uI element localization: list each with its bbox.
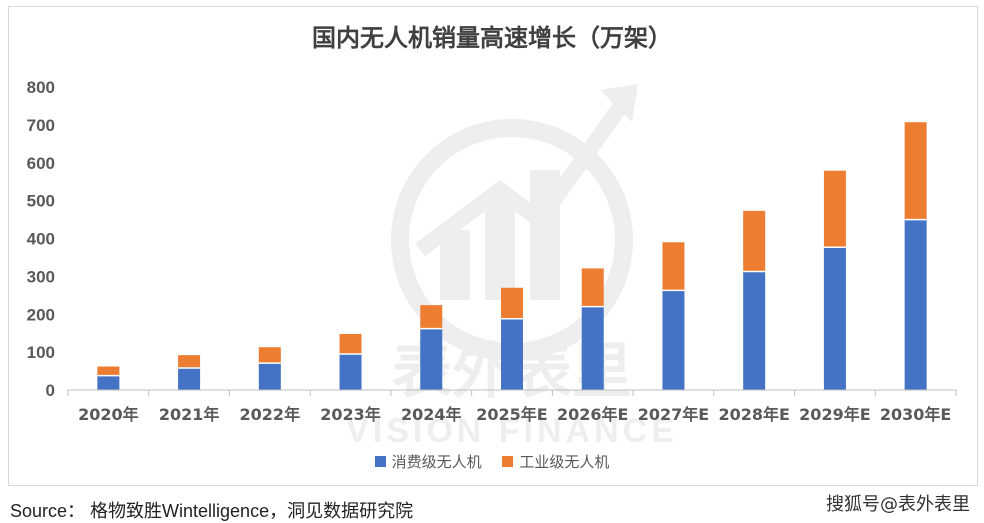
y-tick-label: 200 <box>27 305 55 324</box>
bar-consumer <box>97 375 120 390</box>
y-tick-label: 100 <box>27 343 55 362</box>
chart-frame <box>8 6 978 486</box>
x-tick-label: 2028年E <box>718 405 789 424</box>
bar-industrial <box>501 287 523 319</box>
x-tick-label: 2020年 <box>78 405 139 424</box>
bar-industrial <box>904 122 927 220</box>
bar-consumer <box>339 354 362 390</box>
bar-industrial <box>420 305 443 329</box>
source-text: Source： 格物致胜Wintelligence，洞见数据研究院 <box>10 501 414 521</box>
chart-title: 国内无人机销量高速增长（万架） <box>312 24 672 52</box>
y-tick-label: 400 <box>27 230 55 249</box>
bar-consumer <box>581 306 604 390</box>
bar-consumer <box>904 219 927 390</box>
watermark-text: VISION FINANCE <box>346 412 678 450</box>
x-tick-label: 2024年 <box>401 405 462 424</box>
y-tick-label: 800 <box>27 78 55 97</box>
legend-swatch-consumer <box>374 456 386 467</box>
x-tick-label: 2022年 <box>240 405 301 424</box>
bar-consumer <box>258 363 281 390</box>
legend-label-consumer: 消费级无人机 <box>391 453 482 471</box>
watermark-logo: 表外表里 VISION FINANCE <box>346 84 678 450</box>
y-tick-label: 500 <box>27 192 55 211</box>
x-tick-label: 2023年 <box>320 405 381 424</box>
legend-swatch-industrial <box>502 456 514 467</box>
bar-industrial <box>823 170 846 248</box>
bar-consumer <box>743 271 766 390</box>
bar-industrial <box>662 242 685 291</box>
y-tick-label: 700 <box>27 116 55 135</box>
bars <box>97 122 927 390</box>
bar-consumer <box>178 368 201 390</box>
bar-consumer <box>501 318 523 390</box>
credit-text: 搜狐号@表外表里 <box>826 494 970 515</box>
x-axis: 2020年 2021年 2022年 2023年 2024年 2025年E 2026年E 202… <box>67 390 957 424</box>
y-tick-label: 0 <box>46 381 55 400</box>
bar-industrial <box>258 347 281 364</box>
bar-industrial <box>339 333 362 355</box>
legend-item-consumer: 消费级无人机 <box>374 451 482 472</box>
bar-consumer <box>420 328 443 390</box>
y-axis: 0 100 200 300 400 500 600 700 800 <box>27 78 55 400</box>
legend-label-industrial: 工业级无人机 <box>519 453 610 471</box>
bar-consumer <box>823 247 846 390</box>
x-tick-label: 2025年E <box>476 405 547 424</box>
x-tick-label: 2029年E <box>799 405 870 424</box>
legend: 消费级无人机 工业级无人机 <box>0 451 984 472</box>
y-tick-label: 600 <box>27 154 55 173</box>
x-tick-label: 2026年E <box>557 405 628 424</box>
bar-consumer <box>662 290 685 390</box>
x-tick-label: 2027年E <box>638 405 709 424</box>
bar-industrial <box>178 355 201 369</box>
x-tick-label: 2021年 <box>159 405 220 424</box>
legend-item-industrial: 工业级无人机 <box>502 451 609 472</box>
bar-industrial <box>581 268 604 307</box>
bar-industrial <box>97 366 120 376</box>
x-tick-label: 2030年E <box>880 405 951 424</box>
bar-industrial <box>743 210 766 272</box>
y-tick-label: 300 <box>27 267 55 286</box>
